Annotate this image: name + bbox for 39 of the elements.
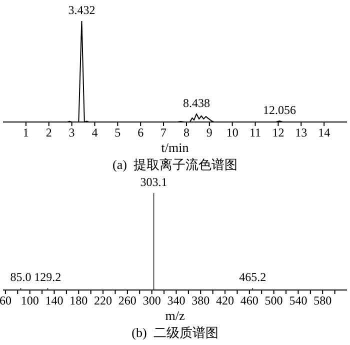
annotation: 85.0 [10,270,32,284]
x-tick-label: 14 [318,126,330,140]
x-tick-label: 540 [289,294,308,308]
x-tick-label: 8 [183,126,190,140]
x-tick-label: 11 [249,126,262,140]
x-tick-label: 7 [160,126,167,140]
x-tick-label: 3 [68,126,75,140]
x-axis-title: t/min [160,140,190,156]
x-tick-label: 1 [22,126,29,140]
x-tick-label: 2 [46,126,52,140]
x-tick-label: 180 [70,294,88,308]
x-tick-label: 5 [114,126,121,140]
text: (a) 提取离子流色谱图 [112,156,238,174]
x-tick-label: 580 [314,294,332,308]
annotation: 129.2 [34,270,62,284]
annotation: 12.056 [262,102,296,117]
x-tick-label: 260 [118,294,136,308]
x-tick-label: 140 [45,294,64,308]
x-tick-label: 220 [94,294,112,308]
x-tick-label: 300 [142,294,161,308]
x-axis-title: m/z [164,308,186,324]
x-tick-label: 420 [216,294,234,308]
x-tick-label: 6 [138,126,144,140]
x-tick-label: 13 [295,126,308,140]
x-tick-label: 12 [272,126,284,140]
annotation: 3.432 [68,3,96,17]
x-tick-label: 340 [167,294,186,308]
x-tick-label: 10 [226,126,238,140]
x-tick-label: 60 [0,294,12,308]
annotation: 465.2 [239,270,266,284]
annotation: 303.1 [140,175,168,189]
x-tick-label: 4 [92,126,98,140]
x-tick-label: 460 [240,294,258,308]
x-tick-label: 500 [264,294,283,308]
annotation: 8.438 [183,96,210,110]
x-tick-label: 9 [206,126,212,140]
x-tick-label: 380 [192,294,210,308]
text: (b) 二级质谱图 [130,324,220,342]
x-tick-label: 100 [20,294,39,308]
